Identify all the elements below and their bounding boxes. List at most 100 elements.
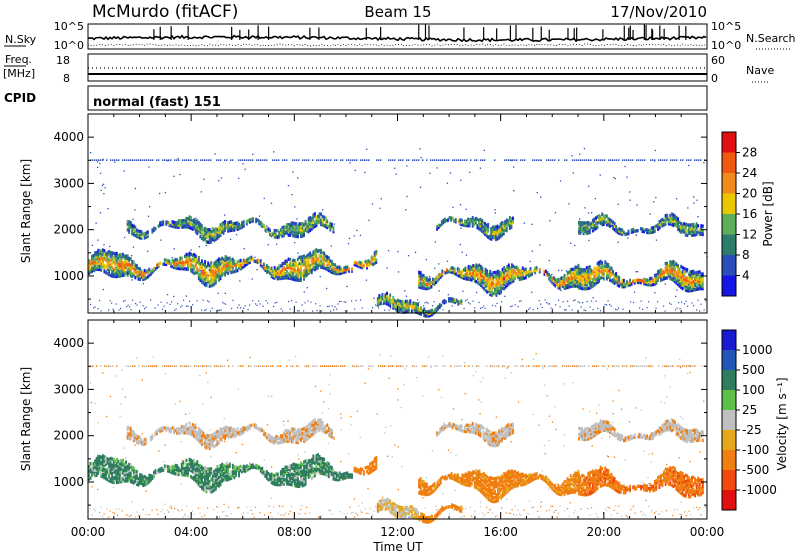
rti-cell (578, 273, 580, 277)
rti-cell (187, 219, 189, 223)
rti-cell (126, 475, 129, 479)
rti-cell (383, 299, 385, 303)
rti-cell (653, 201, 655, 203)
rti-cell (106, 259, 109, 263)
rti-cell (492, 279, 495, 283)
rti-cell (149, 270, 152, 274)
rti-cell (656, 227, 659, 231)
rti-cell (633, 281, 636, 285)
rti-cell (200, 480, 203, 484)
rti-cell (145, 482, 148, 486)
rti-cell (190, 252, 193, 256)
rti-cell (180, 472, 183, 477)
rti-cell (96, 365, 98, 367)
rti-cell (456, 159, 458, 161)
rti-cell (450, 268, 453, 272)
rti-cell (204, 159, 206, 161)
rti-cell (213, 484, 216, 488)
rti-cell (519, 300, 521, 302)
rti-cell (231, 266, 234, 270)
rti-cell (692, 271, 695, 276)
rti-cell (294, 206, 296, 208)
rti-cell (188, 221, 191, 226)
rti-cell (458, 365, 460, 367)
rti-cell (698, 230, 701, 234)
rti-cell (663, 305, 665, 307)
rti-cell (197, 229, 200, 233)
rti-cell (97, 454, 100, 459)
rti-cell (629, 280, 632, 285)
rti-cell (437, 225, 440, 230)
rti-cell (392, 295, 395, 300)
rti-cell (330, 270, 333, 274)
rti-cell (185, 216, 188, 221)
rti-cell (324, 222, 327, 227)
rti-cell (278, 365, 280, 367)
rti-cell (171, 466, 174, 471)
rti-cell (556, 365, 558, 367)
rti-cell (663, 218, 666, 223)
rti-cell (101, 460, 104, 464)
rti-cell (664, 220, 667, 224)
rti-cell (131, 279, 133, 281)
rti-cell (588, 267, 591, 271)
rti-cell (490, 293, 493, 297)
rti-cell (109, 263, 112, 267)
rti-cell (460, 159, 462, 161)
rti-cell (596, 276, 599, 280)
rti-cell (101, 458, 104, 462)
rti-cell (118, 265, 121, 270)
rti-cell (202, 277, 205, 282)
rti-cell (92, 268, 95, 272)
rti-cell (557, 279, 560, 284)
rti-cell (605, 214, 608, 218)
rti-cell (313, 251, 316, 255)
rti-cell (633, 279, 636, 283)
rti-cell (473, 275, 476, 279)
rti-cell (286, 265, 288, 270)
rti-cell (173, 471, 176, 476)
rti-cell (414, 301, 416, 306)
rti-cell (678, 282, 681, 286)
rti-cell (118, 309, 120, 311)
rti-cell (326, 365, 328, 367)
rti-cell (95, 473, 98, 477)
rti-cell (414, 310, 416, 314)
rti-cell (204, 270, 206, 274)
rti-cell (128, 471, 131, 475)
rti-cell (650, 226, 653, 230)
rti-cell (95, 461, 98, 465)
rti-cell (174, 259, 177, 264)
rti-cell (157, 224, 160, 228)
rti-cell (258, 159, 260, 161)
rti-cell (304, 228, 307, 232)
rti-cell (218, 180, 220, 182)
rti-cell (252, 300, 254, 302)
rti-cell (646, 278, 649, 282)
rti-cell (610, 279, 613, 283)
rti-cell (292, 269, 295, 273)
rti-cell (109, 460, 112, 465)
rti-cell (227, 267, 230, 271)
rti-cell (256, 258, 259, 262)
rti-cell (484, 222, 487, 226)
rti-cell (201, 515, 203, 518)
rti-cell (128, 230, 131, 235)
rti-cell (269, 232, 271, 237)
rti-cell (598, 220, 601, 224)
rti-cell (423, 307, 426, 311)
rti-cell (194, 473, 197, 477)
rti-cell (207, 507, 209, 509)
rti-cell (616, 512, 618, 514)
rti-cell (241, 266, 244, 270)
rti-cell (134, 473, 137, 477)
rti-cell (661, 224, 664, 228)
rti-cell (601, 222, 604, 227)
rti-cell (332, 227, 335, 232)
rti-cell (584, 221, 587, 225)
rti-cell (142, 273, 145, 277)
rti-cell (125, 472, 128, 477)
rti-cell (469, 506, 471, 508)
rti-cell (237, 177, 240, 180)
rti-cell (200, 274, 203, 278)
